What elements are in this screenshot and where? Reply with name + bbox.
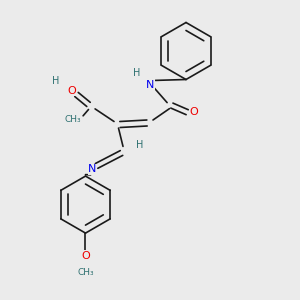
Text: O: O xyxy=(67,85,76,96)
Text: H: H xyxy=(136,140,144,150)
Text: N: N xyxy=(88,164,97,175)
Text: O: O xyxy=(189,107,198,117)
Text: O: O xyxy=(81,250,90,261)
Text: N: N xyxy=(146,80,154,90)
Text: H: H xyxy=(133,68,140,78)
Text: H: H xyxy=(52,76,59,86)
Text: CH₃: CH₃ xyxy=(77,268,94,277)
Text: CH₃: CH₃ xyxy=(64,115,81,124)
